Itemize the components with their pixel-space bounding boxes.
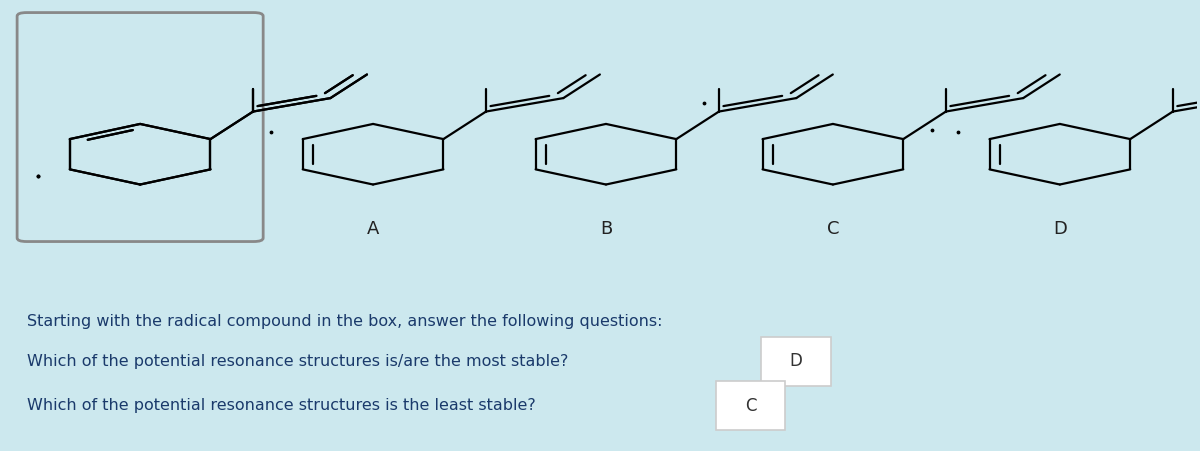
Text: Which of the potential resonance structures is/are the most stable?: Which of the potential resonance structu… [26,354,568,369]
Text: C: C [745,397,756,415]
Text: A: A [367,220,379,238]
Text: B: B [600,220,612,238]
FancyBboxPatch shape [716,382,785,430]
Text: Which of the potential resonance structures is the least stable?: Which of the potential resonance structu… [26,398,535,414]
FancyBboxPatch shape [17,13,263,242]
Text: C: C [827,220,839,238]
Text: D: D [790,352,803,370]
FancyBboxPatch shape [761,337,830,386]
Text: D: D [1052,220,1067,238]
Text: Starting with the radical compound in the box, answer the following questions:: Starting with the radical compound in th… [26,314,662,329]
